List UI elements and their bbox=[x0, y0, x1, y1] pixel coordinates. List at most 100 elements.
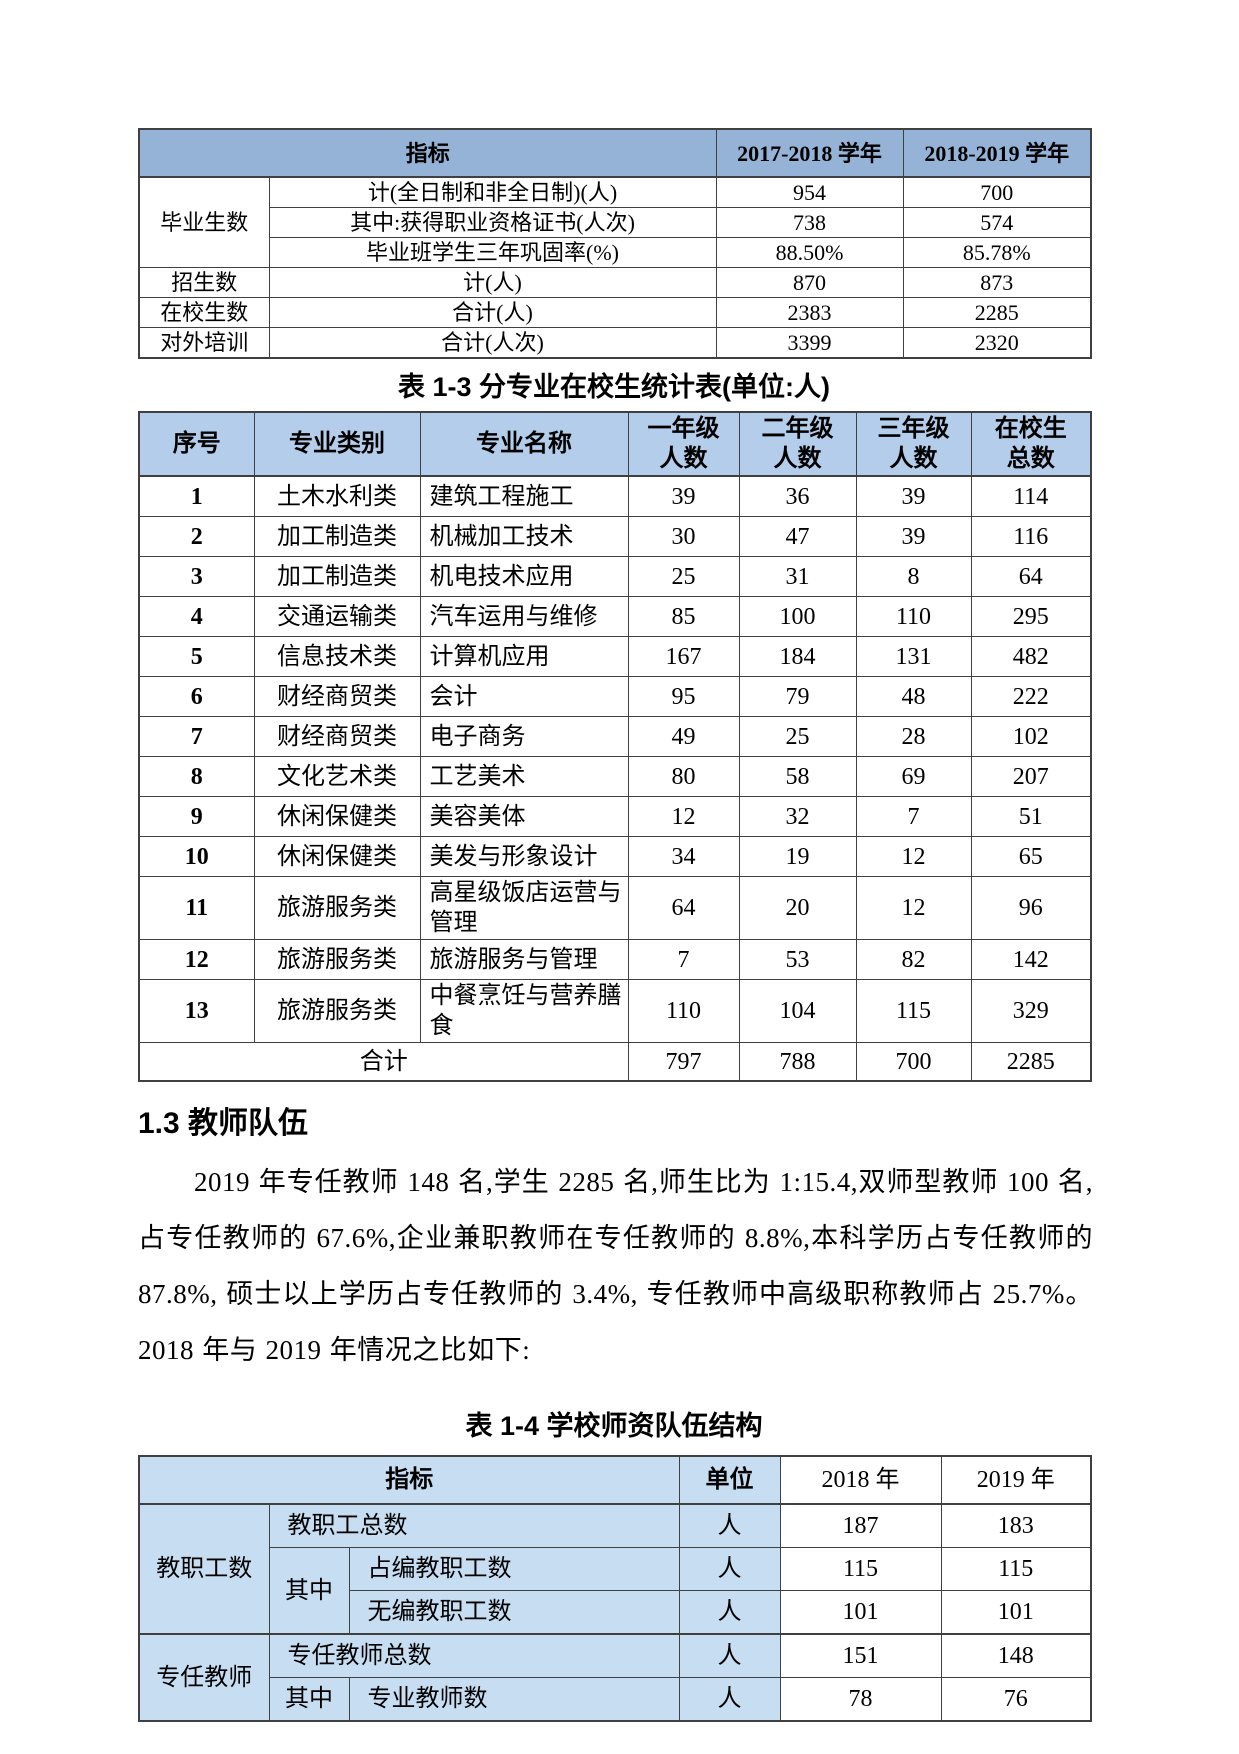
table-row: 其中:获得职业资格证书(人次) 738 574 bbox=[139, 207, 1092, 238]
unit-cell: 人 bbox=[678, 1503, 781, 1548]
category-cell: 财经商贸类 bbox=[253, 716, 421, 757]
table-row: 5 信息技术类 计算机应用 167 184 131 482 bbox=[138, 636, 1092, 677]
value-cell: 85.78% bbox=[902, 237, 1092, 268]
table-row: 8 文化艺术类 工艺美术 80 58 69 207 bbox=[138, 756, 1092, 797]
table-row: 2 加工制造类 机械加工技术 30 47 39 116 bbox=[138, 516, 1092, 557]
value-cell: 30 bbox=[627, 516, 740, 557]
table-row: 在校生数 合计(人) 2383 2285 bbox=[138, 297, 1092, 328]
value-cell: 142 bbox=[970, 939, 1092, 980]
value-cell: 32 bbox=[738, 796, 857, 837]
table-row: 教职工数 教职工总数 人 187 183 bbox=[138, 1503, 1092, 1635]
category-cell: 文化艺术类 bbox=[253, 756, 421, 797]
header-cell: 序号 bbox=[138, 411, 255, 477]
value-cell: 183 bbox=[940, 1503, 1092, 1548]
value-cell: 700 bbox=[855, 1042, 972, 1082]
table-1-3: 序号 专业类别 专业名称 一年级 人数 二年级 人数 三年级 人数 在校生 总数… bbox=[138, 411, 1092, 1082]
year-header-cell: 2019 年 bbox=[940, 1455, 1092, 1505]
label-cell: 计(人) bbox=[268, 267, 717, 298]
table-row: 专任教师 专任教师总数 人 151 148 bbox=[138, 1633, 1092, 1722]
value-cell: 2320 bbox=[902, 327, 1092, 359]
indicator-header-cell: 指标 bbox=[138, 1455, 680, 1505]
table-row: 4 交通运输类 汽车运用与维修 85 100 110 295 bbox=[138, 596, 1092, 637]
value-cell: 85 bbox=[627, 596, 740, 637]
value-cell: 110 bbox=[855, 596, 972, 637]
value-cell: 82 bbox=[855, 939, 972, 980]
value-cell: 69 bbox=[855, 756, 972, 797]
table-row: 招生数 计(人) 870 873 bbox=[138, 267, 1092, 298]
header-cell: 专业名称 bbox=[419, 411, 629, 477]
table-row: 毕业生数 计(全日制和非全日制)(人) 954 700 bbox=[138, 176, 1092, 268]
label-cell: 专业教师数 bbox=[348, 1677, 680, 1722]
year-header-cell: 2018 年 bbox=[779, 1455, 942, 1505]
value-cell: 574 bbox=[902, 207, 1092, 238]
year-header-cell: 2017-2018 学年 bbox=[715, 128, 904, 178]
value-cell: 187 bbox=[779, 1503, 942, 1548]
value-cell: 64 bbox=[627, 876, 740, 940]
value-cell: 25 bbox=[627, 556, 740, 597]
row-index-cell: 10 bbox=[138, 836, 255, 877]
header-cell: 二年级 人数 bbox=[738, 411, 857, 477]
major-name-cell: 建筑工程施工 bbox=[419, 475, 629, 517]
section-heading: 1.3 教师队伍 bbox=[138, 1107, 309, 1140]
category-cell: 休闲保健类 bbox=[253, 836, 421, 877]
category-cell: 加工制造类 bbox=[253, 556, 421, 597]
major-name-cell: 机电技术应用 bbox=[419, 556, 629, 597]
row-index-cell: 1 bbox=[138, 475, 255, 517]
table-row: 9 休闲保健类 美容美体 12 32 7 51 bbox=[138, 796, 1092, 837]
value-cell: 148 bbox=[940, 1633, 1092, 1678]
value-cell: 39 bbox=[627, 475, 740, 517]
value-cell: 96 bbox=[970, 876, 1092, 940]
sub-group-cell: 其中 bbox=[268, 1547, 350, 1635]
body-paragraph: 2019 年专任教师 148 名,学生 2285 名,师生比为 1:15.4,双… bbox=[138, 1167, 1093, 1365]
major-name-cell: 美容美体 bbox=[419, 796, 629, 837]
unit-cell: 人 bbox=[678, 1590, 781, 1635]
value-cell: 12 bbox=[855, 836, 972, 877]
table-row: 13 旅游服务类 中餐烹饪与营养膳食 110 104 115 329 bbox=[138, 979, 1092, 1043]
group-cell: 教职工数 bbox=[138, 1503, 270, 1635]
table-1-4-title: 表 1-4 学校师资队伍结构 bbox=[465, 1411, 763, 1441]
value-cell: 78 bbox=[779, 1677, 942, 1722]
row-index-cell: 13 bbox=[138, 979, 255, 1043]
major-name-cell: 计算机应用 bbox=[419, 636, 629, 677]
value-cell: 100 bbox=[738, 596, 857, 637]
value-cell: 49 bbox=[627, 716, 740, 757]
value-cell: 870 bbox=[715, 267, 904, 298]
header-cell: 一年级 人数 bbox=[627, 411, 740, 477]
table-header-row: 指标 2017-2018 学年 2018-2019 学年 bbox=[138, 128, 1092, 178]
header-cell: 三年级 人数 bbox=[855, 411, 972, 477]
value-cell: 79 bbox=[738, 676, 857, 717]
category-cell: 旅游服务类 bbox=[253, 939, 421, 980]
row-index-cell: 12 bbox=[138, 939, 255, 980]
label-cell: 合计(人) bbox=[268, 297, 717, 328]
value-cell: 20 bbox=[738, 876, 857, 940]
row-index-cell: 9 bbox=[138, 796, 255, 837]
value-cell: 80 bbox=[627, 756, 740, 797]
row-index-cell: 4 bbox=[138, 596, 255, 637]
table-row: 其中 专业教师数 人 78 76 bbox=[139, 1677, 1092, 1722]
value-cell: 102 bbox=[970, 716, 1092, 757]
value-cell: 48 bbox=[855, 676, 972, 717]
value-cell: 110 bbox=[627, 979, 740, 1043]
value-cell: 2285 bbox=[970, 1042, 1092, 1082]
major-name-cell: 美发与形象设计 bbox=[419, 836, 629, 877]
group-cell: 毕业生数 bbox=[138, 176, 270, 268]
value-cell: 39 bbox=[855, 516, 972, 557]
value-cell: 207 bbox=[970, 756, 1092, 797]
major-name-cell: 会计 bbox=[419, 676, 629, 717]
table-row: 1 土木水利类 建筑工程施工 39 36 39 114 bbox=[138, 475, 1092, 517]
value-cell: 7 bbox=[627, 939, 740, 980]
value-cell: 39 bbox=[855, 475, 972, 517]
major-name-cell: 中餐烹饪与营养膳食 bbox=[419, 979, 629, 1043]
label-cell: 占编教职工数 bbox=[348, 1547, 680, 1591]
value-cell: 116 bbox=[970, 516, 1092, 557]
value-cell: 797 bbox=[627, 1042, 740, 1082]
table-row: 6 财经商贸类 会计 95 79 48 222 bbox=[138, 676, 1092, 717]
value-cell: 184 bbox=[738, 636, 857, 677]
category-cell: 财经商贸类 bbox=[253, 676, 421, 717]
major-name-cell: 电子商务 bbox=[419, 716, 629, 757]
row-index-cell: 8 bbox=[138, 756, 255, 797]
sub-group-cell: 其中 bbox=[268, 1677, 350, 1722]
unit-cell: 人 bbox=[678, 1677, 781, 1722]
table-row: 11 旅游服务类 高星级饭店运营与管理 64 20 12 96 bbox=[138, 876, 1092, 940]
group-cell: 专任教师 bbox=[138, 1633, 270, 1722]
